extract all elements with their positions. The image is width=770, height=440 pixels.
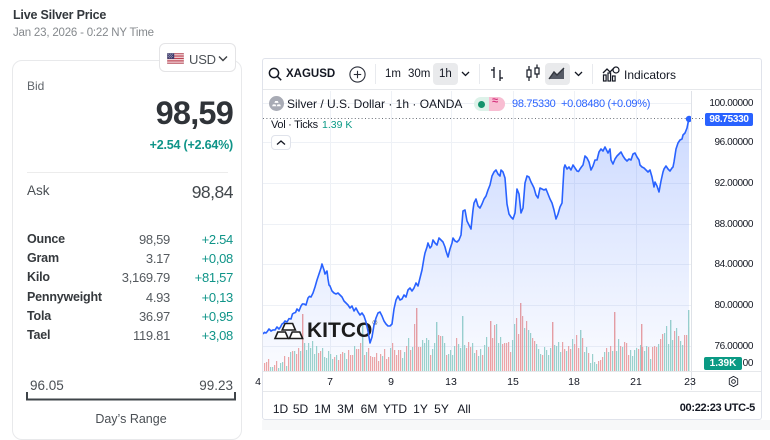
svg-text:KITCO: KITCO xyxy=(307,319,372,342)
